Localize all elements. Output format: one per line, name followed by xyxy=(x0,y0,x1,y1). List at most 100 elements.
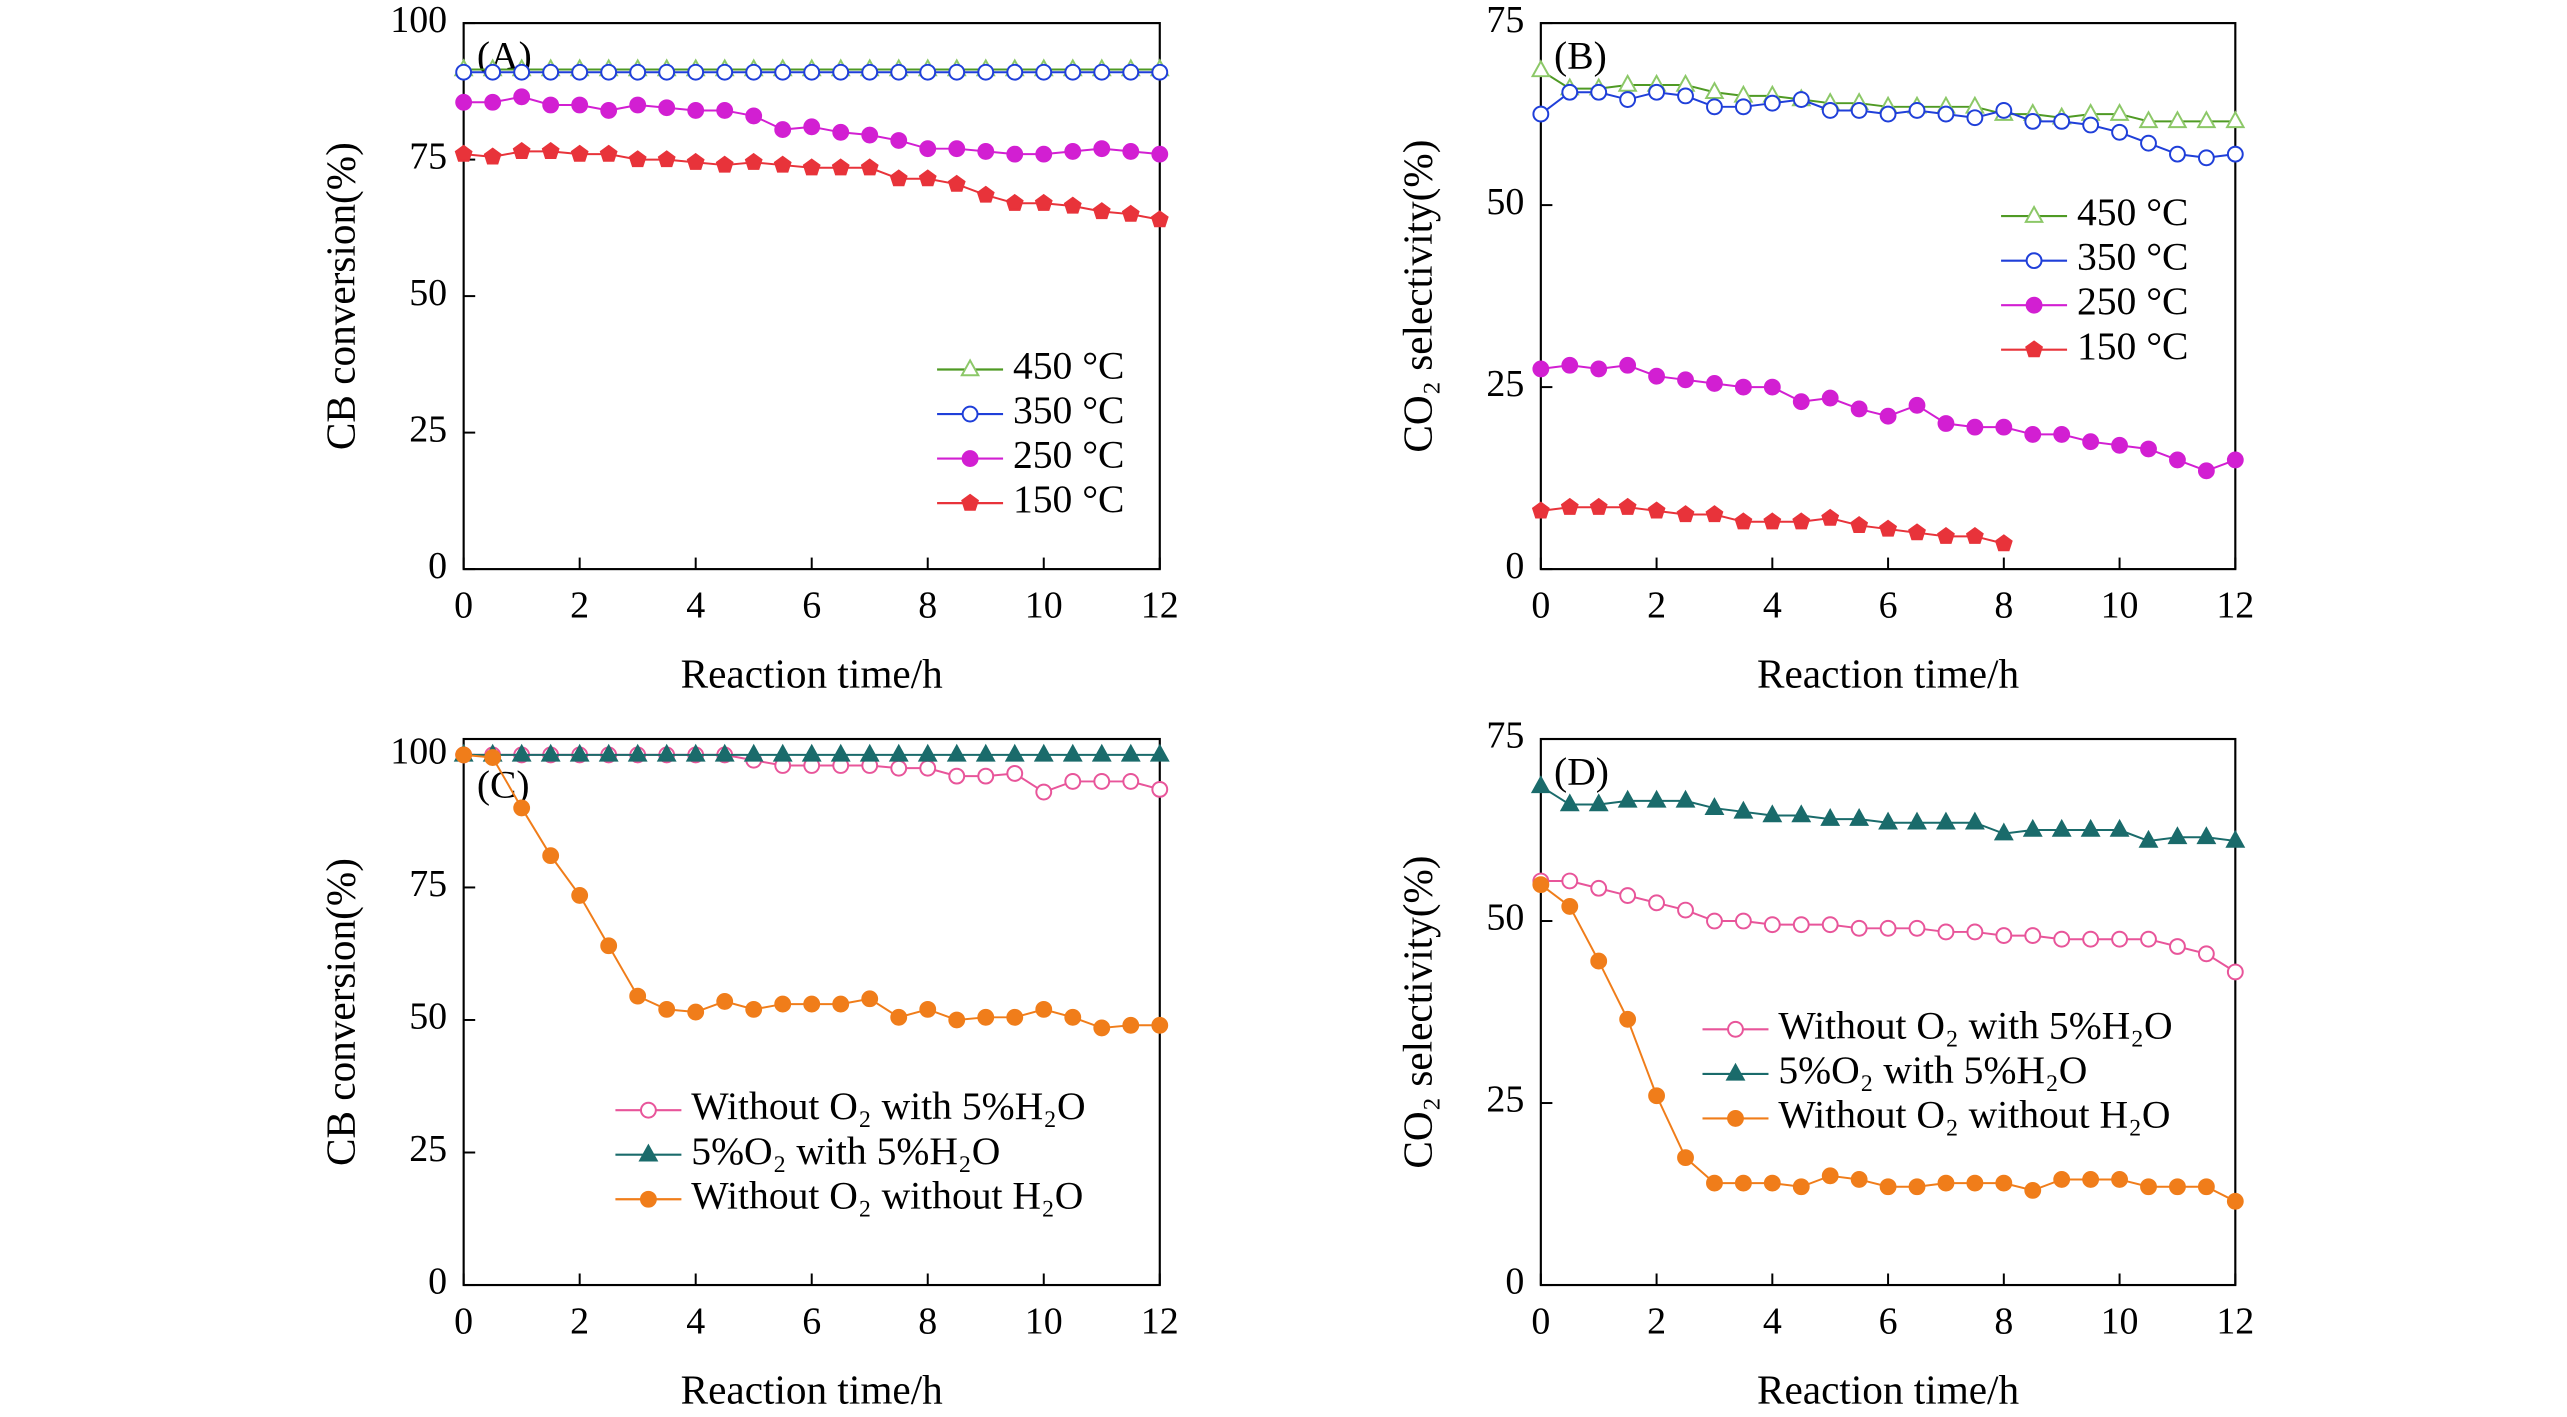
marker xyxy=(772,743,793,762)
legend-label: 450 °C xyxy=(2077,190,2189,234)
marker xyxy=(1093,1019,1111,1037)
legend-label: 5%O₂ with 5%H₂O xyxy=(691,1129,1000,1173)
marker xyxy=(1062,743,1083,762)
marker xyxy=(629,987,647,1005)
x-tick-label: 4 xyxy=(1763,1300,1782,1342)
marker xyxy=(744,152,763,170)
x-tick-label: 10 xyxy=(2101,1300,2139,1342)
marker xyxy=(1762,804,1783,823)
marker xyxy=(861,63,879,81)
legend-marker xyxy=(961,405,979,423)
marker xyxy=(1064,773,1082,790)
marker xyxy=(541,142,560,160)
marker xyxy=(1151,145,1169,163)
marker xyxy=(1648,367,1665,385)
marker xyxy=(774,63,792,81)
marker xyxy=(1617,73,1638,92)
marker xyxy=(1993,822,2014,841)
marker xyxy=(1908,102,1926,119)
marker xyxy=(511,743,532,762)
marker xyxy=(2169,145,2186,163)
marker xyxy=(977,1008,995,1026)
marker xyxy=(1618,497,1637,515)
x-tick-label: 8 xyxy=(918,1300,937,1342)
marker xyxy=(948,140,966,158)
marker xyxy=(1122,63,1140,81)
marker xyxy=(1005,193,1024,211)
marker xyxy=(484,749,502,766)
marker xyxy=(1561,872,1579,890)
marker xyxy=(1590,952,1608,970)
marker xyxy=(483,147,502,165)
marker xyxy=(803,63,821,81)
marker xyxy=(687,102,705,119)
legend-label: 450 °C xyxy=(1013,344,1125,388)
marker xyxy=(1705,505,1724,523)
marker xyxy=(2140,1178,2157,1196)
marker xyxy=(832,63,850,81)
marker xyxy=(1850,102,1868,119)
marker xyxy=(890,132,908,149)
marker xyxy=(1561,83,1579,101)
x-tick-label: 4 xyxy=(686,1300,705,1342)
legend-marker xyxy=(2024,204,2044,223)
x-tick-label: 0 xyxy=(1531,584,1550,626)
marker xyxy=(658,99,676,117)
marker xyxy=(2022,818,2043,837)
marker xyxy=(1733,800,1754,819)
marker xyxy=(1530,775,1551,794)
y-tick-label: 50 xyxy=(409,996,447,1038)
marker xyxy=(2140,134,2157,152)
marker xyxy=(977,63,995,81)
marker xyxy=(2082,1171,2100,1188)
marker xyxy=(1064,63,1082,81)
marker xyxy=(890,1008,908,1026)
marker xyxy=(571,96,589,114)
marker xyxy=(774,995,792,1013)
y-tick-label: 100 xyxy=(390,731,447,773)
marker xyxy=(1006,1008,1024,1026)
marker xyxy=(889,169,908,187)
marker xyxy=(600,63,618,81)
marker xyxy=(599,144,618,162)
x-tick-label: 0 xyxy=(454,1300,473,1342)
marker xyxy=(1763,916,1781,934)
marker xyxy=(1588,793,1609,812)
marker xyxy=(2024,426,2042,443)
marker xyxy=(1821,916,1839,934)
marker xyxy=(1907,811,1927,830)
marker xyxy=(1677,371,1694,389)
y-axis-label: CO₂ selectivity(%) xyxy=(1395,855,1442,1168)
marker xyxy=(1561,356,1579,374)
marker xyxy=(1763,378,1781,396)
y-axis-label: CB conversion(%) xyxy=(317,142,364,450)
legend-marker xyxy=(960,358,981,377)
marker xyxy=(2082,116,2100,134)
legend-label: Without O₂ without H₂O xyxy=(691,1173,1083,1217)
marker xyxy=(687,63,705,81)
marker xyxy=(918,169,937,187)
marker xyxy=(2111,436,2128,454)
marker xyxy=(658,63,676,81)
marker xyxy=(861,126,879,144)
marker xyxy=(1706,98,1723,116)
marker xyxy=(1936,811,1956,830)
y-tick-label: 100 xyxy=(390,0,447,41)
series-line xyxy=(463,753,1160,1029)
marker xyxy=(2167,110,2188,129)
legend-label: Without O₂ with 5%H₂O xyxy=(1778,1003,2172,1047)
panel-label: (C) xyxy=(477,763,530,807)
marker xyxy=(1063,196,1082,214)
marker xyxy=(1821,389,1839,407)
marker xyxy=(1034,193,1053,211)
marker xyxy=(1792,512,1811,530)
marker xyxy=(1995,102,2013,119)
x-tick-label: 8 xyxy=(918,584,937,626)
marker xyxy=(1006,145,1024,163)
marker xyxy=(1675,789,1696,808)
marker xyxy=(2024,1181,2042,1199)
marker xyxy=(977,767,995,785)
legend-marker xyxy=(639,1190,657,1208)
y-tick-label: 25 xyxy=(1486,1079,1524,1121)
x-tick-label: 12 xyxy=(2216,584,2254,626)
